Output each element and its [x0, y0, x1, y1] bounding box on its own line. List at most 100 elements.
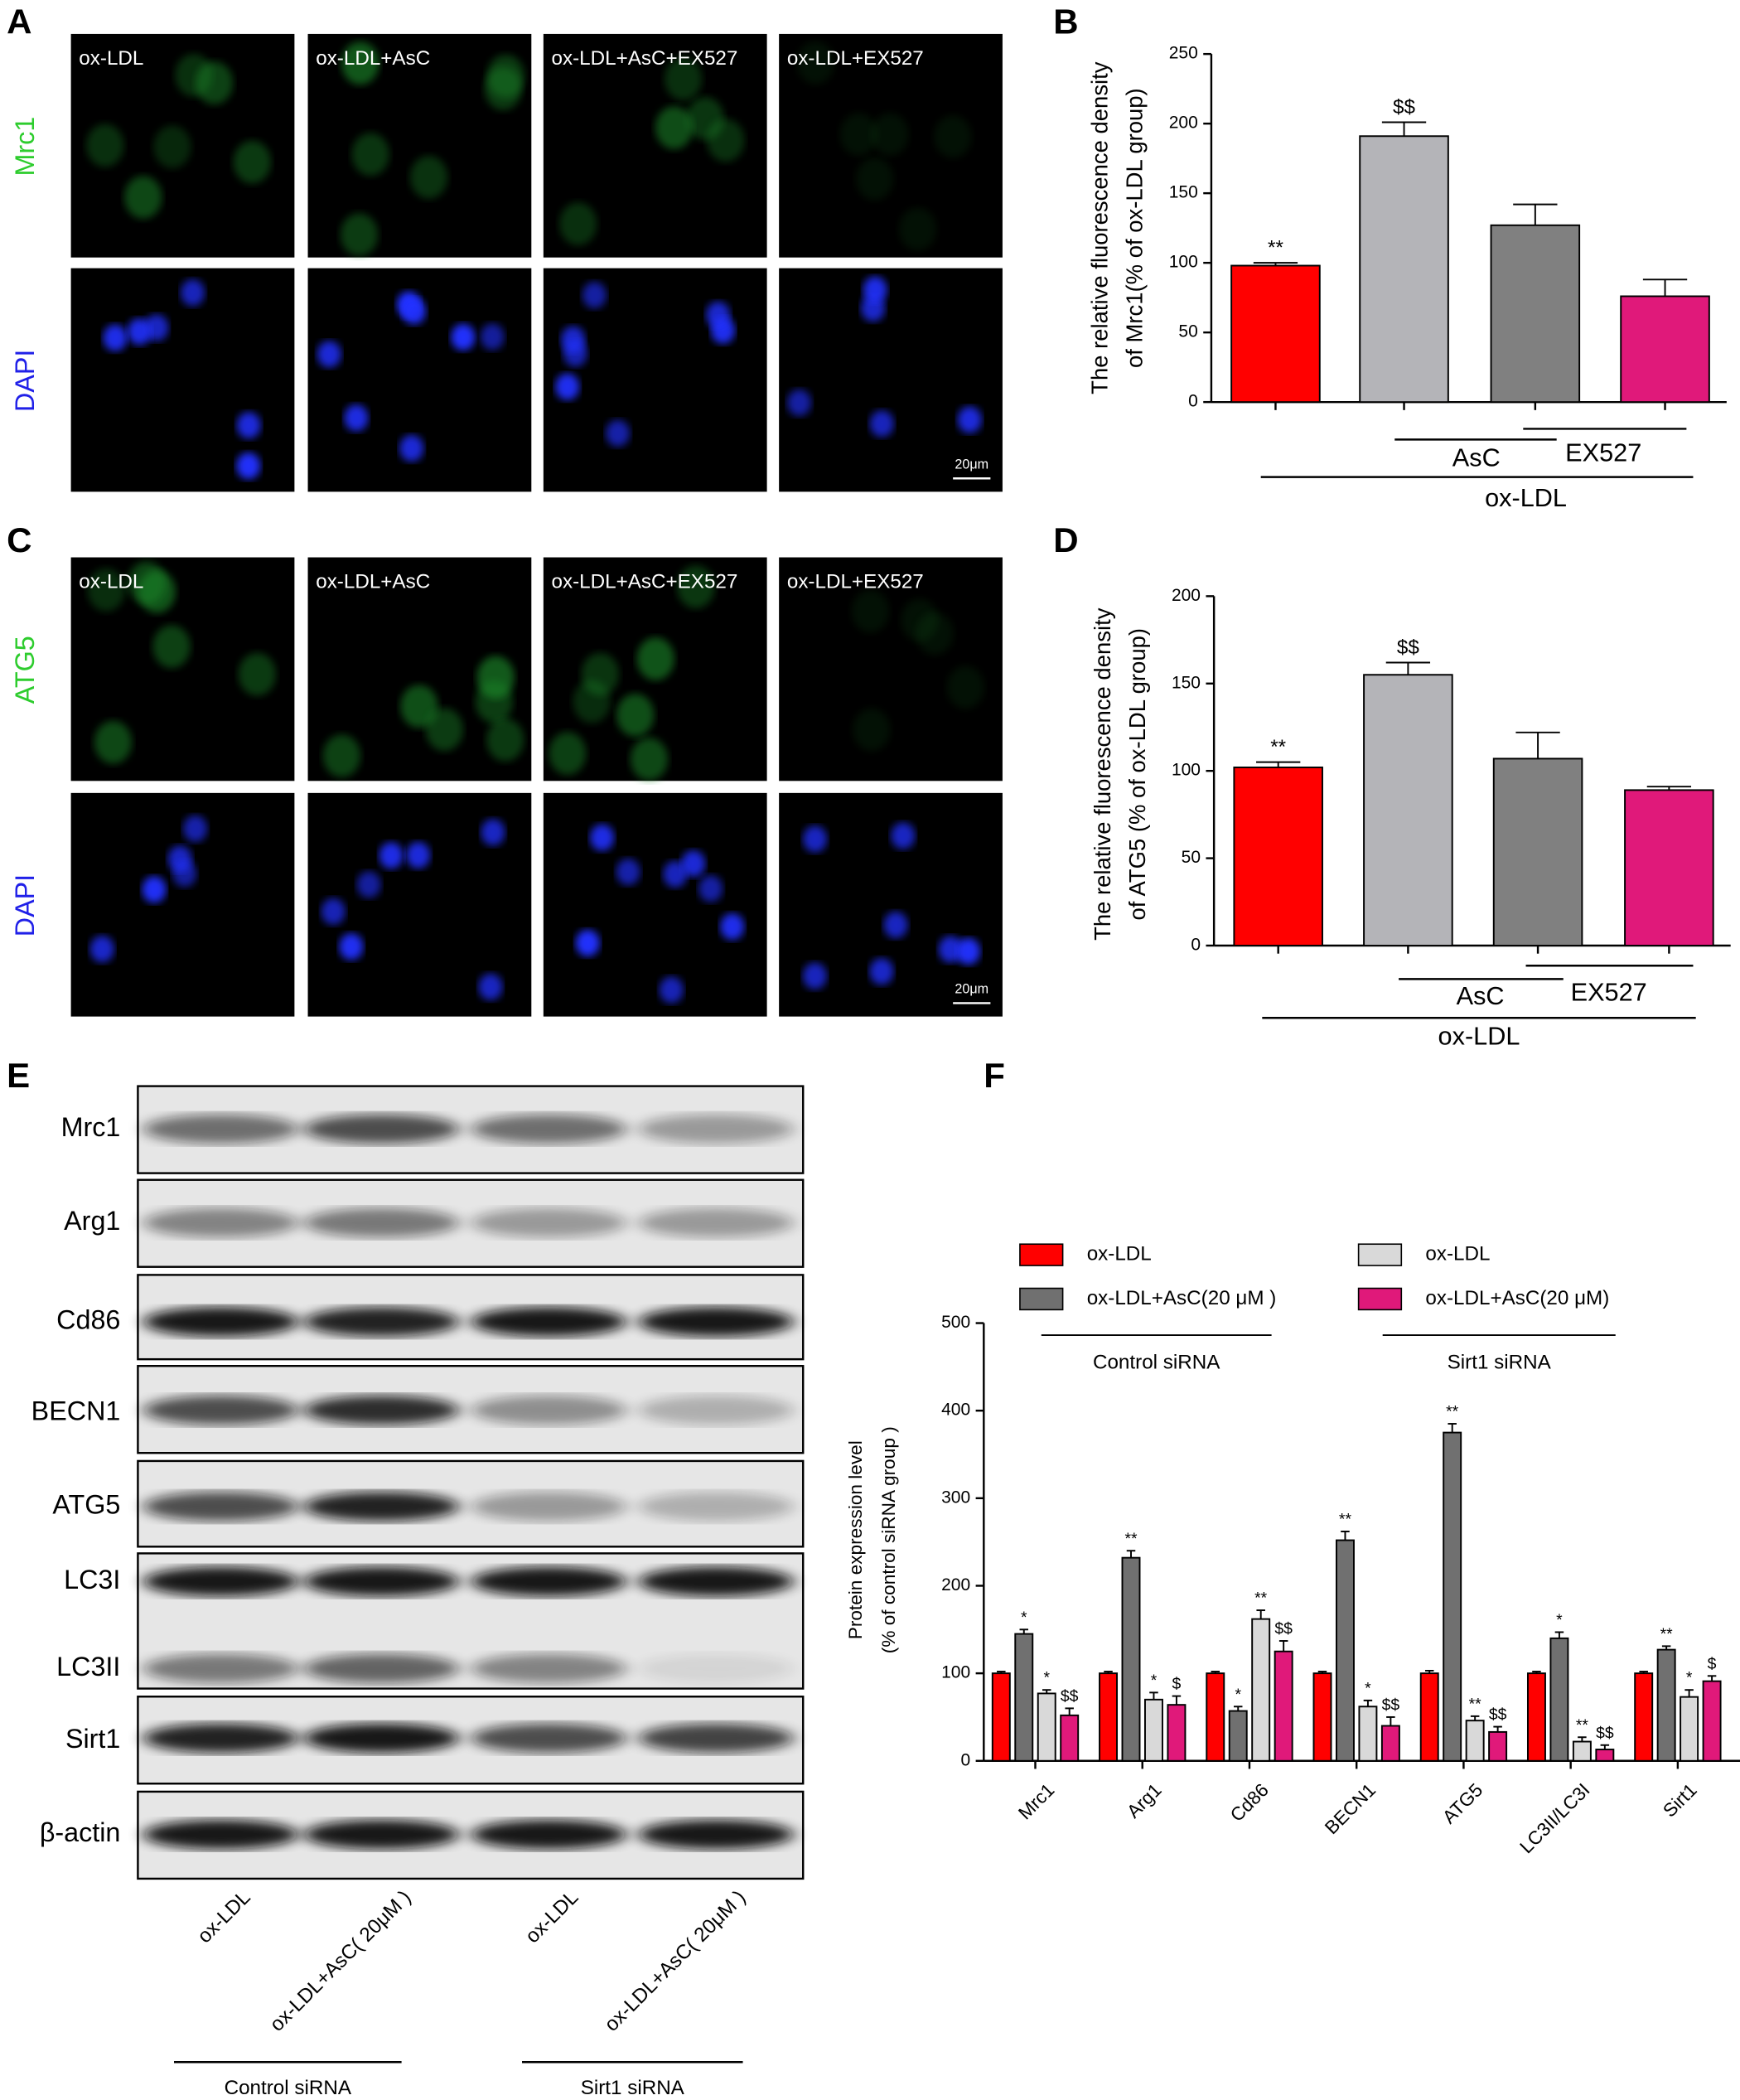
bar — [1620, 295, 1710, 404]
significance-label: * — [1151, 1672, 1158, 1690]
cell — [181, 279, 205, 307]
bar — [1465, 1720, 1485, 1762]
significance-label: * — [1556, 1611, 1563, 1629]
bar — [1358, 1706, 1378, 1762]
band — [143, 1566, 299, 1597]
cell — [339, 933, 364, 960]
band — [303, 1207, 460, 1238]
column-label: ox-LDL+AsC — [316, 47, 430, 70]
significance-label: $$ — [1596, 1724, 1614, 1742]
y-axis-label: The relative fluorescence density — [1087, 61, 1113, 394]
cell — [853, 708, 891, 752]
cell — [322, 734, 361, 777]
cell — [94, 720, 133, 764]
band — [143, 1723, 299, 1754]
significance-label: $$ — [1061, 1687, 1079, 1706]
blot-row-label: Cd86 — [56, 1304, 120, 1334]
cell — [409, 155, 448, 199]
cell — [89, 936, 114, 963]
cell — [128, 561, 166, 605]
cell — [406, 841, 431, 869]
lane-label: ox-LDL — [521, 1886, 582, 1948]
blot-row-label: Arg1 — [64, 1206, 120, 1236]
cell — [559, 202, 597, 245]
cell — [238, 652, 276, 696]
cells — [549, 565, 715, 781]
cell — [236, 452, 261, 480]
cell — [183, 815, 208, 843]
cell — [351, 133, 389, 177]
row-label: DAPI — [10, 874, 40, 936]
blot-row-label: β-actin — [40, 1817, 121, 1847]
cell — [476, 656, 515, 699]
y-tick-label: 50 — [1182, 848, 1201, 867]
cell — [630, 738, 669, 781]
bar — [1099, 1672, 1119, 1762]
cell — [86, 123, 124, 167]
band — [143, 1492, 299, 1522]
y-tick-label: 100 — [1169, 253, 1198, 272]
panel-letter: E — [7, 1056, 30, 1095]
cell — [144, 314, 169, 341]
cell — [802, 962, 827, 990]
band — [303, 1395, 460, 1425]
cell — [664, 57, 703, 101]
cell — [549, 732, 587, 775]
significance-label: $$ — [1489, 1706, 1507, 1724]
cells — [787, 276, 982, 438]
cell — [124, 176, 162, 219]
panel-letter: B — [1053, 2, 1078, 41]
blot-row-label: Sirt1 — [65, 1724, 120, 1754]
blot-row-label: LC3I — [64, 1565, 120, 1594]
band — [471, 1207, 626, 1238]
cell — [555, 373, 580, 400]
y-tick-label: 200 — [1169, 114, 1198, 133]
band — [638, 1819, 794, 1850]
bar — [1312, 1672, 1332, 1762]
cell — [916, 612, 954, 656]
cell — [856, 157, 894, 201]
y-tick-label: 100 — [1172, 761, 1201, 780]
significance-label: ** — [1254, 1590, 1268, 1608]
band — [303, 1723, 460, 1754]
y-tick-label: 0 — [1188, 392, 1198, 411]
micrograph — [543, 792, 767, 1017]
bar — [1380, 1725, 1400, 1762]
cell — [142, 876, 167, 903]
cell — [955, 937, 981, 965]
cell — [481, 819, 505, 846]
bar — [1443, 1431, 1462, 1762]
blot-row-label: Mrc1 — [61, 1112, 121, 1142]
bar — [1060, 1714, 1080, 1762]
scale-bar-label: 20μm — [955, 457, 988, 472]
band — [638, 1307, 794, 1337]
cell — [891, 822, 916, 849]
group-label: Control siRNA — [1093, 1351, 1220, 1373]
bar — [1230, 264, 1321, 404]
micrograph — [543, 268, 767, 492]
legend-swatch — [1357, 1287, 1403, 1311]
y-tick-label: 100 — [941, 1663, 970, 1682]
lane-label: ox-LDL — [193, 1886, 254, 1948]
cell — [590, 824, 615, 851]
bar — [1572, 1740, 1592, 1762]
x-tick-label: LC3II/LC3I — [1515, 1779, 1593, 1857]
cell — [606, 419, 631, 447]
y-axis-label: (% of control siRNA group ) — [878, 1426, 899, 1653]
y-tick-label: 400 — [941, 1401, 970, 1420]
cell — [869, 410, 894, 438]
significance-label: * — [1043, 1669, 1050, 1687]
cell — [341, 41, 379, 85]
row-label: DAPI — [10, 350, 40, 412]
micrograph — [779, 268, 1003, 492]
significance-label: * — [1021, 1609, 1027, 1627]
band — [471, 1492, 626, 1522]
cell — [400, 685, 438, 728]
bar — [1634, 1672, 1654, 1762]
cell — [356, 871, 381, 898]
significance-label: * — [1686, 1669, 1693, 1687]
bar — [1363, 674, 1453, 946]
cell — [636, 637, 674, 680]
